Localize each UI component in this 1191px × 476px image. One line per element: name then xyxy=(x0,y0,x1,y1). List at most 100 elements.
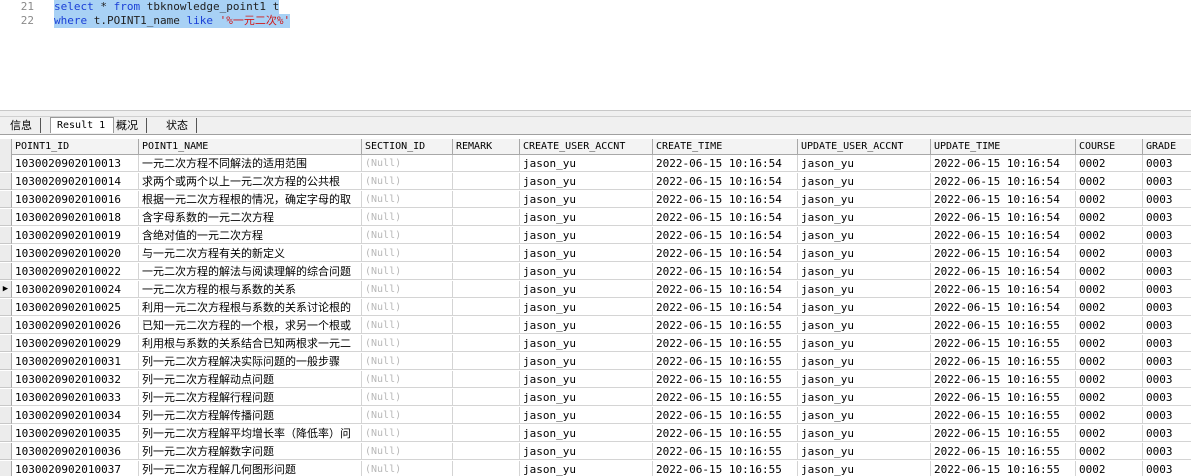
grid-cell: 2022-06-15 10:16:54 xyxy=(931,245,1076,262)
data-row[interactable]: 1030020902010029 利用根与系数的关系结合已知两根求一元二 (Null… xyxy=(0,335,1191,353)
data-row[interactable]: 1030020902010036 列一元二次方程解数字问题 (Null) jason_… xyxy=(0,443,1191,461)
grid-cell: 0002 xyxy=(1076,209,1143,226)
grid-cell: jason_yu xyxy=(520,335,653,352)
data-row[interactable]: 1030020902010034 列一元二次方程解传播问题 (Null) jason_… xyxy=(0,407,1191,425)
splitter xyxy=(0,111,1191,117)
grid-cell: jason_yu xyxy=(798,317,931,334)
grid-cell: 列一元二次方程解几何图形问题 xyxy=(139,461,362,476)
row-indicator xyxy=(0,209,12,226)
column-header[interactable]: REMARK xyxy=(453,139,520,155)
grid-cell xyxy=(453,209,520,226)
grid-cell: 1030020902010036 xyxy=(12,443,139,460)
grid-cell: jason_yu xyxy=(798,209,931,226)
code-text: where t.POINT1_name like '%一元二次%' xyxy=(54,14,291,28)
column-header[interactable]: POINT1_ID xyxy=(12,139,139,155)
column-header[interactable]: POINT1_NAME xyxy=(139,139,362,155)
grid-cell: jason_yu xyxy=(798,245,931,262)
data-row[interactable]: 1030020902010013 一元二次方程不同解法的适用范围 (Null) jas… xyxy=(0,155,1191,173)
result-grid: POINT1_ID POINT1_NAME SECTION_ID REMARK CREA… xyxy=(0,139,1191,476)
grid-cell: jason_yu xyxy=(520,245,653,262)
grid-cell: 0002 xyxy=(1076,389,1143,406)
grid-cell: 2022-06-15 10:16:54 xyxy=(931,227,1076,244)
column-header[interactable]: GRADE xyxy=(1143,139,1191,155)
grid-cell: 2022-06-15 10:16:54 xyxy=(653,209,798,226)
row-indicator xyxy=(0,263,12,280)
column-header[interactable]: COURSE xyxy=(1076,139,1143,155)
grid-cell: jason_yu xyxy=(798,353,931,370)
data-row[interactable]: 1030020902010035 列一元二次方程解平均增长率（降低率）问 (Null… xyxy=(0,425,1191,443)
grid-cell: 一元二次方程的根与系数的关系 xyxy=(139,281,362,298)
data-row[interactable]: 1030020902010025 利用一元二次方程根与系数的关系讨论根的 (Null… xyxy=(0,299,1191,317)
grid-cell: jason_yu xyxy=(520,299,653,316)
data-row[interactable]: 1030020902010019 含绝对值的一元二次方程 (Null) jason_y… xyxy=(0,227,1191,245)
data-row[interactable]: ▶ 1030020902010024 一元二次方程的根与系数的关系 (Null) jas… xyxy=(0,281,1191,299)
code-token: like xyxy=(186,14,213,27)
grid-cell: (Null) xyxy=(362,407,453,424)
grid-cell: 2022-06-15 10:16:54 xyxy=(653,191,798,208)
grid-cell: 0003 xyxy=(1143,389,1191,406)
row-indicator xyxy=(0,425,12,442)
grid-cell: 0003 xyxy=(1143,335,1191,352)
grid-cell: jason_yu xyxy=(520,371,653,388)
grid-cell xyxy=(453,191,520,208)
grid-cell: 与一元二次方程有关的新定义 xyxy=(139,245,362,262)
grid-cell xyxy=(453,443,520,460)
grid-cell: (Null) xyxy=(362,155,453,172)
data-row[interactable]: 1030020902010037 列一元二次方程解几何图形问题 (Null) jaso… xyxy=(0,461,1191,476)
grid-cell: 0003 xyxy=(1143,425,1191,442)
grid-cell: 2022-06-15 10:16:54 xyxy=(931,299,1076,316)
grid-cell: 2022-06-15 10:16:55 xyxy=(653,389,798,406)
result-tab[interactable]: 状态 xyxy=(160,118,197,133)
grid-cell: (Null) xyxy=(362,209,453,226)
grid-cell: 2022-06-15 10:16:54 xyxy=(931,191,1076,208)
grid-cell: 2022-06-15 10:16:54 xyxy=(931,281,1076,298)
data-row[interactable]: 1030020902010026 已知一元二次方程的一个根，求另一个根或 (Null… xyxy=(0,317,1191,335)
tab-bar: 信息 Result 1 概况 状态 xyxy=(0,117,1191,135)
grid-cell: 2022-06-15 10:16:55 xyxy=(653,407,798,424)
grid-cell: 1030020902010026 xyxy=(12,317,139,334)
sql-editor[interactable]: 21 select * from tbknowledge_point1 t 22 wh… xyxy=(0,0,1191,111)
grid-cell: (Null) xyxy=(362,263,453,280)
grid-cell: 2022-06-15 10:16:55 xyxy=(931,371,1076,388)
row-indicator xyxy=(0,139,12,156)
column-header[interactable]: UPDATE_TIME xyxy=(931,139,1076,155)
grid-cell: 2022-06-15 10:16:54 xyxy=(931,173,1076,190)
column-header[interactable]: SECTION_ID xyxy=(362,139,453,155)
column-header[interactable]: CREATE_TIME xyxy=(653,139,798,155)
result-tab[interactable]: 概况 xyxy=(110,118,147,133)
result-tab[interactable]: 信息 xyxy=(4,118,41,133)
grid-cell: 含绝对值的一元二次方程 xyxy=(139,227,362,244)
grid-cell: jason_yu xyxy=(798,227,931,244)
result-tab[interactable]: Result 1 xyxy=(50,117,115,133)
grid-cell xyxy=(453,407,520,424)
grid-cell: 列一元二次方程解平均增长率（降低率）问 xyxy=(139,425,362,442)
data-row[interactable]: 1030020902010031 列一元二次方程解决实际问题的一般步骤 (Null)… xyxy=(0,353,1191,371)
data-row[interactable]: 1030020902010020 与一元二次方程有关的新定义 (Null) jason… xyxy=(0,245,1191,263)
grid-cell: jason_yu xyxy=(798,461,931,476)
grid-cell: 1030020902010024 xyxy=(12,281,139,298)
row-indicator xyxy=(0,353,12,370)
code-text: select * from tbknowledge_point1 t xyxy=(54,0,280,14)
column-header[interactable]: UPDATE_USER_ACCNT xyxy=(798,139,931,155)
grid-cell: 1030020902010014 xyxy=(12,173,139,190)
data-row[interactable]: 1030020902010032 列一元二次方程解动点问题 (Null) jason_… xyxy=(0,371,1191,389)
grid-cell: 列一元二次方程解传播问题 xyxy=(139,407,362,424)
grid-cell: 2022-06-15 10:16:55 xyxy=(931,353,1076,370)
grid-cell: 0003 xyxy=(1143,155,1191,172)
data-row[interactable]: 1030020902010033 列一元二次方程解行程问题 (Null) jason_… xyxy=(0,389,1191,407)
grid-cell: 一元二次方程的解法与阅读理解的综合问题 xyxy=(139,263,362,280)
data-row[interactable]: 1030020902010022 一元二次方程的解法与阅读理解的综合问题 (Null… xyxy=(0,263,1191,281)
grid-cell: jason_yu xyxy=(798,299,931,316)
grid-cell: 2022-06-15 10:16:55 xyxy=(653,425,798,442)
data-row[interactable]: 1030020902010016 根据一元二次方程根的情况，确定字母的取 (Null… xyxy=(0,191,1191,209)
grid-cell: jason_yu xyxy=(798,389,931,406)
grid-cell: (Null) xyxy=(362,245,453,262)
grid-cell: 0002 xyxy=(1076,191,1143,208)
grid-cell: jason_yu xyxy=(520,227,653,244)
row-indicator xyxy=(0,299,12,316)
column-header[interactable]: CREATE_USER_ACCNT xyxy=(520,139,653,155)
grid-cell: 1030020902010031 xyxy=(12,353,139,370)
row-indicator: ▶ xyxy=(0,281,12,298)
data-row[interactable]: 1030020902010018 含字母系数的一元二次方程 (Null) jason_… xyxy=(0,209,1191,227)
data-row[interactable]: 1030020902010014 求两个或两个以上一元二次方程的公共根 (Null)… xyxy=(0,173,1191,191)
